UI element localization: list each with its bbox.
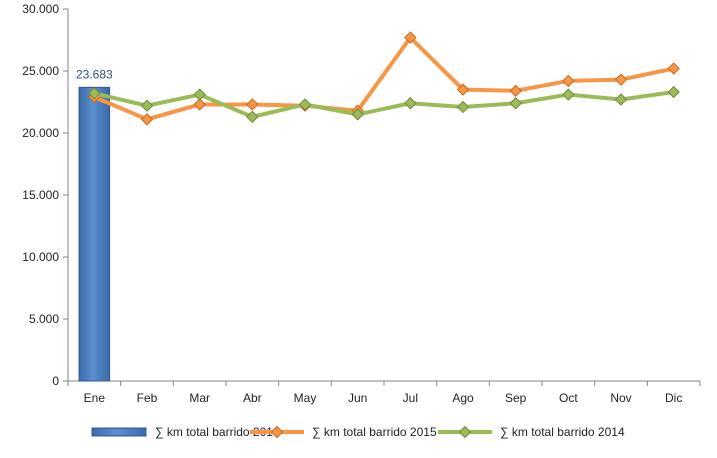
- marker-2015-sep: [509, 84, 522, 98]
- x-tick-label: May: [294, 391, 317, 405]
- data-labels-layer: 23.683: [76, 67, 113, 81]
- y-tick-label: 0: [52, 374, 59, 388]
- marker-2014-oct: [562, 88, 575, 101]
- data-label-2016-ene: 23.683: [76, 67, 113, 81]
- bar-2016-ene: [78, 86, 111, 382]
- line-series-2015: [92, 35, 676, 122]
- marker-2015-dic: [667, 62, 680, 75]
- y-tick-label: 10.000: [22, 250, 59, 264]
- legend-swatch-2016: [91, 427, 147, 437]
- x-tick-label: Ago: [452, 391, 474, 405]
- legend-label-2016: ∑ km total barrido 2016: [155, 425, 280, 439]
- marker-2014-may: [298, 98, 312, 111]
- marker-2015-oct: [562, 74, 575, 88]
- marker-2015-abr: [246, 98, 259, 111]
- x-tick-label: Dic: [665, 391, 682, 405]
- marker-2014-abr: [246, 110, 259, 124]
- x-tick-label: Ene: [84, 391, 106, 405]
- x-tick-label: Abr: [243, 391, 262, 405]
- axes: 0 5.000 10.000 15.000 20.000 25.000 30.000 Ene F…: [22, 2, 701, 405]
- legend-marker-2014: [458, 425, 472, 439]
- legend-label-2015: ∑ km total barrido 2015: [312, 425, 437, 439]
- y-tick-label: 20.000: [22, 126, 59, 140]
- marker-2015-feb: [140, 113, 154, 126]
- x-tick-label: Nov: [610, 391, 631, 405]
- x-tick-label: Feb: [137, 391, 158, 405]
- x-tick-label: Jul: [403, 391, 418, 405]
- x-tick-label: Sep: [505, 391, 527, 405]
- marker-2014-nov: [614, 93, 628, 106]
- bar-series-layer: [78, 86, 111, 382]
- marker-2014-jul: [404, 97, 417, 110]
- marker-2014-ago: [456, 100, 470, 114]
- line-series-2014: [92, 90, 676, 119]
- marker-2014-sep: [509, 97, 522, 110]
- y-tick-label: 5.000: [29, 312, 59, 326]
- y-tick-label: 15.000: [22, 188, 59, 202]
- marker-2014-feb: [140, 99, 154, 112]
- marker-2014-jun: [351, 108, 364, 121]
- legend-marker-2015: [270, 425, 284, 439]
- marker-2015-nov: [614, 73, 628, 86]
- line-series-layer: [88, 31, 680, 126]
- marker-2015-jul: [404, 31, 417, 44]
- x-tick-label: Oct: [559, 391, 578, 405]
- legend-label-2014: ∑ km total barrido 2014: [500, 425, 625, 439]
- marker-2014-dic: [667, 85, 680, 99]
- marker-2014-ene: [88, 87, 101, 100]
- y-tick-label: 30.000: [22, 2, 59, 16]
- x-tick-label: Mar: [189, 391, 210, 405]
- legend: ∑ km total barrido 2016 ∑ km total barrid…: [91, 425, 625, 439]
- marker-2015-mar: [193, 98, 206, 111]
- marker-2014-mar: [193, 88, 206, 101]
- marker-2015-ago: [456, 83, 470, 96]
- y-tick-label: 25.000: [22, 64, 59, 78]
- x-tick-label: Jun: [348, 391, 367, 405]
